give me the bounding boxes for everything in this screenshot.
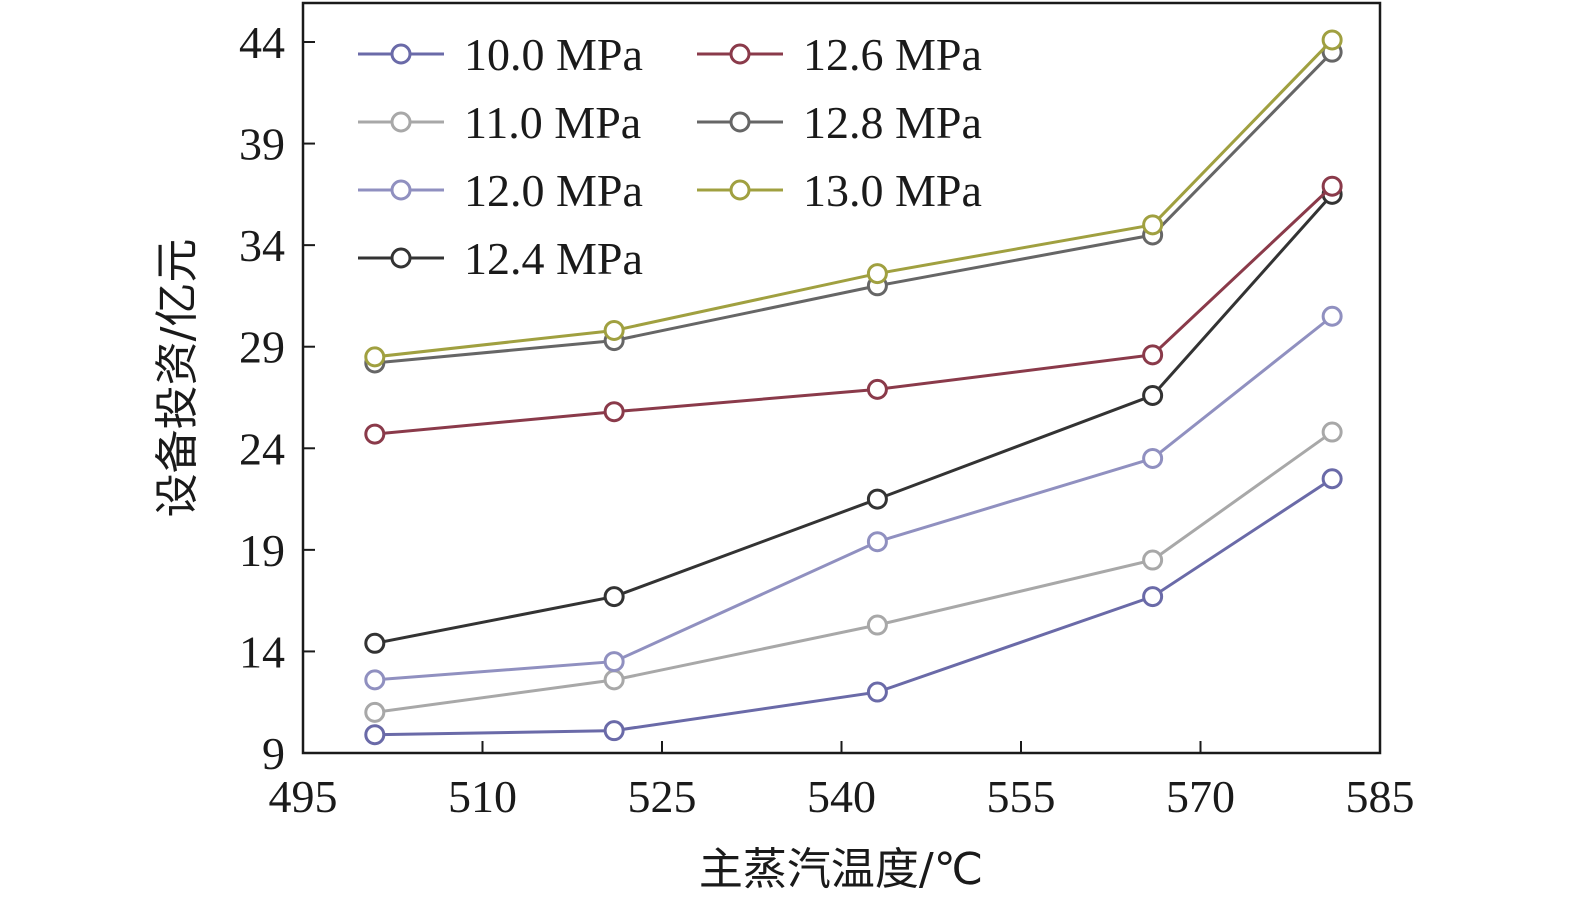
legend-item: 12.8 MPa (697, 97, 982, 148)
data-point (866, 378, 888, 400)
legend-label: 12.4 MPa (464, 233, 643, 284)
data-point (1321, 421, 1343, 443)
legend-item: 12.6 MPa (697, 29, 982, 80)
data-point (1142, 549, 1164, 571)
data-point (603, 720, 625, 742)
data-point (603, 669, 625, 691)
legend-marker (390, 247, 412, 269)
y-tick-label: 9 (262, 728, 285, 779)
legend-label: 12.8 MPa (803, 97, 982, 148)
x-axis: 495 510 525 540 555 570 585 (269, 741, 1415, 822)
data-point (866, 263, 888, 285)
data-point (1142, 214, 1164, 236)
legend-item: 12.0 MPa (358, 165, 643, 216)
y-tick-label: 44 (239, 17, 285, 68)
series-line (374, 477, 1333, 737)
legend: 10.0 MPa 11.0 MPa 12.0 MPa 12.4 MPa 12.6 MPa… (358, 29, 982, 284)
data-point (866, 488, 888, 510)
series-6 (364, 29, 1343, 368)
x-tick-label: 495 (269, 771, 338, 822)
data-point (866, 681, 888, 703)
legend-marker (390, 43, 412, 65)
legend-marker (729, 43, 751, 65)
legend-marker (729, 111, 751, 133)
y-axis: 9 14 19 24 29 34 39 44 (239, 17, 315, 779)
legend-item: 10.0 MPa (358, 29, 643, 80)
data-point (1321, 29, 1343, 51)
series-4 (364, 175, 1343, 445)
x-tick-label: 570 (1166, 771, 1235, 822)
data-point (603, 319, 625, 341)
data-point (1321, 305, 1343, 327)
y-tick-label: 14 (239, 626, 285, 677)
legend-marker (390, 179, 412, 201)
data-point (603, 586, 625, 608)
y-axis-label: 设备投资/亿元 (152, 239, 203, 518)
data-point (866, 531, 888, 553)
legend-item: 13.0 MPa (697, 165, 982, 216)
data-point (364, 423, 386, 445)
x-tick-label: 585 (1346, 771, 1415, 822)
series-0 (364, 468, 1343, 746)
legend-label: 13.0 MPa (803, 165, 982, 216)
data-point (364, 632, 386, 654)
legend-item: 12.4 MPa (358, 233, 643, 284)
series-line (374, 185, 1334, 436)
data-point (1142, 344, 1164, 366)
legend-marker (729, 179, 751, 201)
x-axis-label: 主蒸汽温度/℃ (699, 844, 983, 895)
data-point (364, 346, 386, 368)
series-1 (364, 421, 1343, 723)
legend-label: 12.0 MPa (464, 165, 643, 216)
data-point (1321, 468, 1343, 490)
legend-marker (390, 111, 412, 133)
series-line (374, 315, 1334, 682)
data-point (1142, 586, 1164, 608)
legend-label: 12.6 MPa (803, 29, 982, 80)
data-point (603, 651, 625, 673)
series-layer (364, 29, 1343, 746)
data-point (1142, 447, 1164, 469)
y-tick-label: 29 (239, 322, 285, 373)
x-tick-label: 525 (628, 771, 697, 822)
x-tick-label: 555 (987, 771, 1056, 822)
legend-label: 11.0 MPa (464, 97, 641, 148)
y-tick-label: 34 (239, 220, 285, 271)
y-tick-label: 24 (239, 423, 285, 474)
y-tick-label: 39 (239, 119, 285, 170)
legend-item: 11.0 MPa (358, 97, 641, 148)
legend-label: 10.0 MPa (464, 29, 643, 80)
series-2 (364, 305, 1343, 691)
data-point (364, 724, 386, 746)
data-point (866, 614, 888, 636)
data-point (603, 401, 625, 423)
data-point (364, 701, 386, 723)
y-tick-label: 19 (239, 525, 285, 576)
data-point (1321, 175, 1343, 197)
x-tick-label: 510 (448, 771, 517, 822)
data-point (364, 669, 386, 691)
x-tick-label: 540 (807, 771, 876, 822)
data-point (1142, 384, 1164, 406)
